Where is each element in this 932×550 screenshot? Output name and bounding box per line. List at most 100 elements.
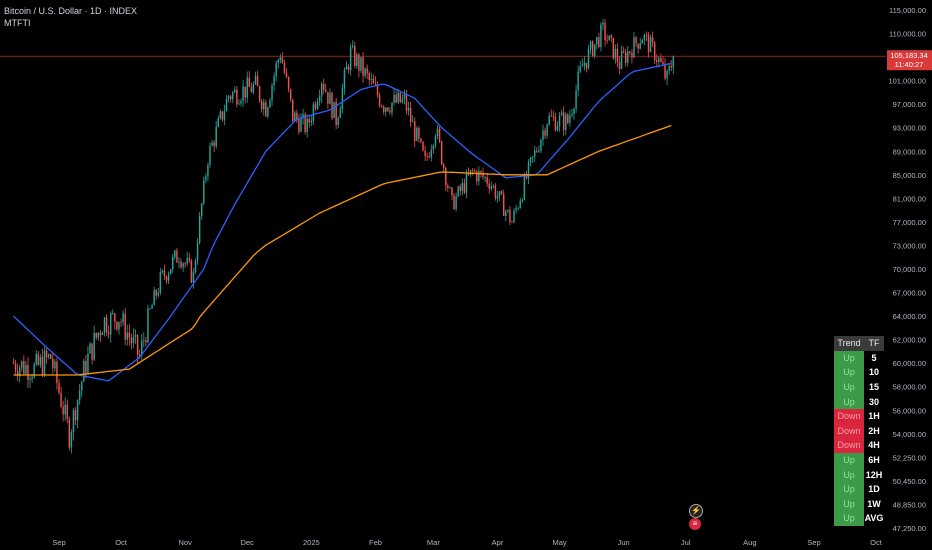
candle-body — [643, 34, 646, 41]
candle-body — [265, 102, 267, 117]
candle-body — [176, 250, 178, 263]
candle-body — [225, 98, 228, 112]
candle-body — [362, 57, 364, 76]
x-tick-label: Jun — [618, 538, 630, 547]
candle-body — [306, 118, 308, 133]
y-tick-label: 64,000.00 — [893, 312, 926, 321]
trend-value: Up — [834, 496, 864, 512]
candle-body — [436, 128, 439, 137]
candle-body — [474, 170, 476, 172]
candle-body — [209, 145, 211, 165]
y-tick-label: 58,000.00 — [893, 383, 926, 392]
candle-body — [591, 41, 594, 57]
trend-row: Up 15 — [834, 379, 884, 395]
candle-body — [211, 142, 213, 146]
candle-body — [577, 71, 579, 91]
x-tick-label: Oct — [115, 538, 128, 547]
candle-body — [581, 65, 584, 67]
y-tick-label: 70,000.00 — [893, 265, 926, 274]
x-tick-label: 2025 — [303, 538, 320, 547]
candle-body — [418, 127, 420, 139]
candle-body — [192, 271, 195, 283]
flash-icon[interactable]: ⚡ — [689, 504, 703, 518]
candle-body — [627, 51, 629, 63]
candle-body — [337, 117, 339, 125]
candle-body — [229, 96, 232, 100]
candle-body — [198, 215, 201, 244]
candle-body — [645, 34, 648, 36]
candle-body — [509, 209, 511, 223]
candle-body — [575, 90, 577, 109]
x-tick-label: Oct — [870, 538, 883, 547]
candle-body — [302, 114, 304, 119]
y-tick-label: 50,450.00 — [893, 477, 926, 486]
candle-body — [54, 361, 56, 369]
candle-body — [651, 37, 654, 43]
candle-body — [616, 48, 619, 62]
candle-body — [420, 138, 422, 142]
candle-body — [608, 35, 610, 41]
candle-body — [521, 199, 524, 202]
candle-body — [128, 332, 131, 338]
candle-body — [345, 66, 348, 70]
timeframe-label: 1D — [864, 481, 884, 497]
candle-body — [172, 257, 174, 270]
y-tick-label: 67,000.00 — [893, 289, 926, 298]
candle-body — [505, 211, 507, 217]
candle-body — [105, 317, 108, 333]
candle-body — [583, 62, 586, 66]
candle-body — [370, 78, 373, 80]
candle-body — [143, 340, 145, 341]
candle-body — [25, 365, 27, 374]
candle-body — [138, 354, 141, 356]
candle-body — [327, 91, 329, 104]
candle-body — [304, 114, 306, 133]
candle-body — [93, 332, 95, 360]
candle-body — [666, 70, 668, 79]
candle-body — [430, 149, 433, 158]
candle-body — [498, 191, 501, 197]
candle-body — [316, 101, 319, 109]
candle-body — [438, 128, 441, 142]
candle-body — [660, 57, 662, 62]
candle-body — [47, 354, 50, 358]
candle-body — [260, 100, 263, 110]
candle-body — [432, 145, 435, 150]
candle-body — [271, 85, 273, 101]
candle-body — [440, 141, 443, 165]
trend-row: Up 5 — [834, 350, 884, 366]
candle-body — [383, 106, 385, 112]
y-tick-label: 101,000.00 — [888, 77, 926, 86]
candle-body — [78, 390, 81, 401]
y-tick-label: 52,250.00 — [893, 453, 926, 462]
candle-body — [560, 112, 563, 116]
candle-body — [234, 89, 236, 93]
candle-body — [294, 112, 296, 121]
candle-body — [207, 164, 209, 177]
candle-body — [389, 110, 391, 113]
candle-body — [145, 340, 147, 343]
us-flag-icon[interactable]: ≡ — [689, 518, 701, 530]
candle-body — [41, 356, 44, 376]
candle-body — [89, 343, 91, 354]
candle-body — [341, 88, 344, 109]
candle-body — [610, 35, 612, 38]
candle-body — [411, 121, 414, 123]
candle-body — [656, 60, 658, 62]
candle-body — [571, 114, 573, 116]
y-tick-label: 54,000.00 — [893, 430, 926, 439]
trend-row: Up 1D — [834, 481, 884, 497]
candle-body — [467, 173, 470, 175]
candle-body — [517, 208, 519, 209]
candle-body — [600, 24, 602, 48]
candle-body — [416, 127, 418, 141]
candle-body — [492, 185, 495, 187]
y-tick-label: 81,000.00 — [893, 194, 926, 203]
candle-body — [523, 175, 526, 200]
candle-body — [625, 52, 627, 63]
candle-body — [132, 336, 135, 344]
candle-body — [490, 186, 493, 189]
candle-body — [476, 171, 478, 182]
y-tick-label: 77,000.00 — [893, 218, 926, 227]
